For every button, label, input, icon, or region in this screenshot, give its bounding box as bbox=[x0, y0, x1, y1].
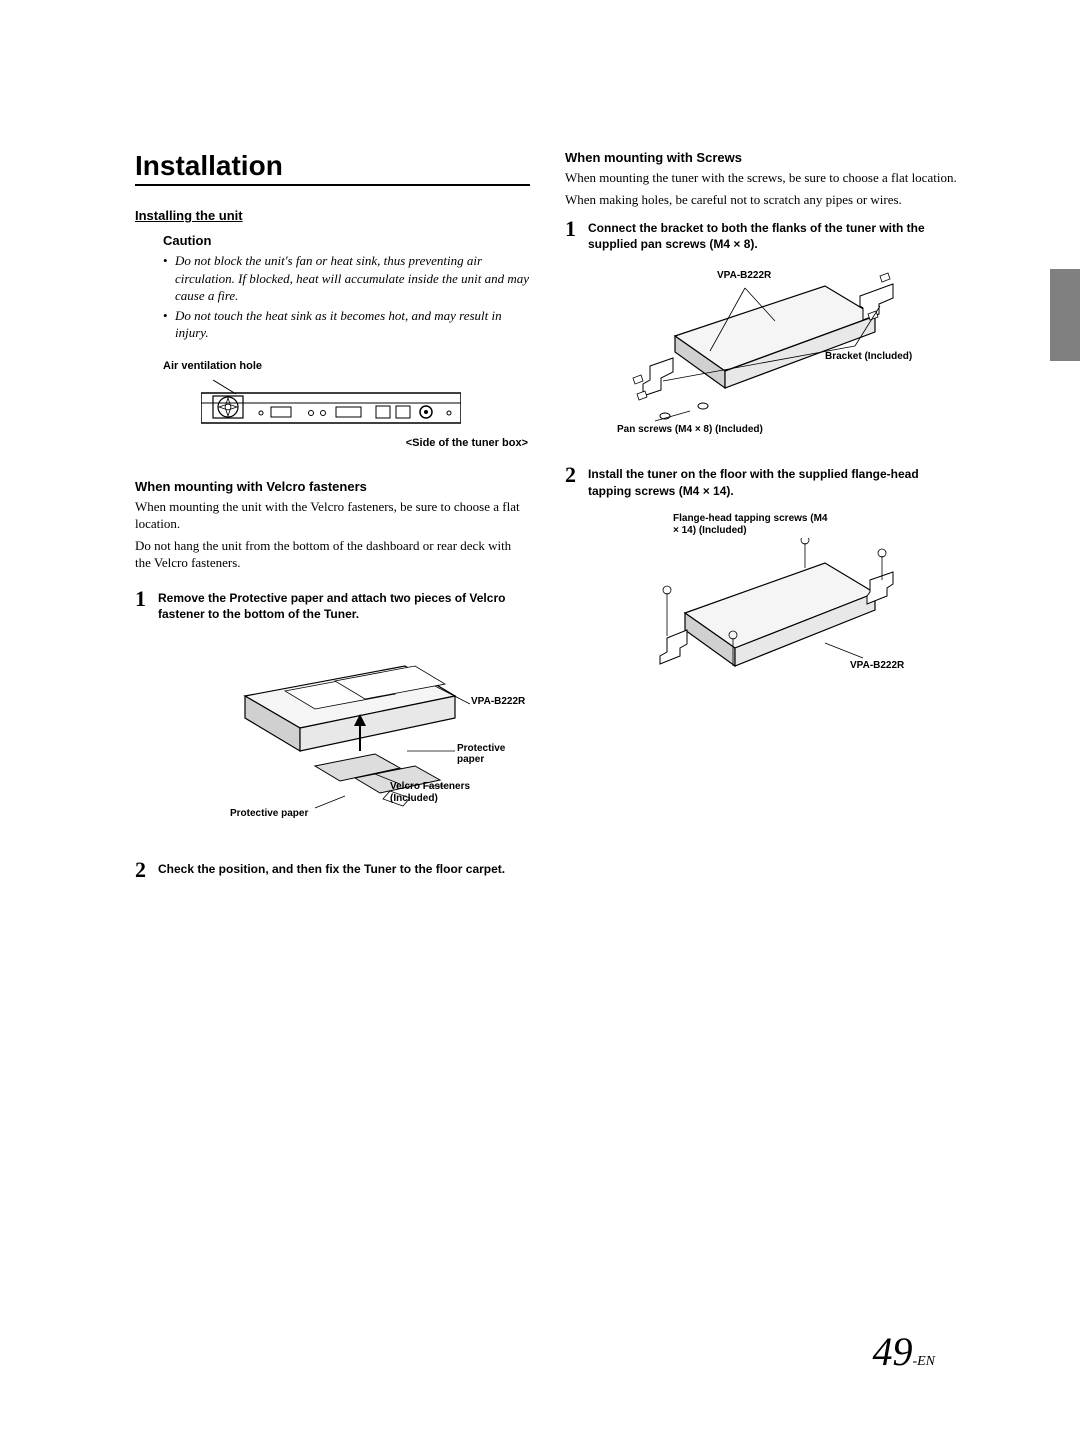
sub-heading: Installing the unit bbox=[135, 208, 530, 223]
step: 2 Check the position, and then fix the T… bbox=[135, 861, 530, 881]
tuner-side-svg bbox=[201, 378, 461, 428]
velcro-heading: When mounting with Velcro fasteners bbox=[135, 479, 530, 494]
screws-heading: When mounting with Screws bbox=[565, 150, 960, 165]
figure-label: VPA-B222R bbox=[717, 270, 771, 281]
air-vent-label: Air ventilation hole bbox=[163, 360, 530, 372]
figure-label: Pan screws (M4 × 8) (Included) bbox=[617, 424, 763, 435]
air-vent-section: Air ventilation hole bbox=[135, 360, 530, 449]
page-number: 49-EN bbox=[872, 1328, 935, 1375]
tuner-side-label: <Side of the tuner box> bbox=[201, 437, 530, 449]
figure-label: Protective paper bbox=[230, 808, 308, 819]
bracket-svg bbox=[595, 266, 915, 426]
step-number: 2 bbox=[565, 464, 576, 486]
step-text: Check the position, and then fix the Tun… bbox=[158, 861, 505, 877]
screws-body: When mounting the tuner with the screws,… bbox=[565, 169, 960, 187]
figure-label: VPA-B222R bbox=[850, 660, 904, 671]
page-number-suffix: -EN bbox=[912, 1354, 935, 1369]
step-text: Remove the Protective paper and attach t… bbox=[158, 590, 530, 622]
floor-svg bbox=[625, 538, 905, 703]
caution-label: Caution bbox=[163, 233, 530, 248]
bracket-figure: VPA-B222R Bracket (Included) Pan screws … bbox=[595, 266, 960, 446]
step-number: 1 bbox=[135, 588, 146, 610]
caution-item: Do not block the unit's fan or heat sink… bbox=[163, 252, 530, 305]
screws-body: When making holes, be careful not to scr… bbox=[565, 191, 960, 209]
page-number-big: 49 bbox=[872, 1329, 912, 1374]
step: 1 Connect the bracket to both the flanks… bbox=[565, 220, 960, 252]
left-column: Installation Installing the unit Caution… bbox=[135, 150, 530, 889]
figure-label: VPA-B222R bbox=[471, 696, 525, 707]
velcro-body: When mounting the unit with the Velcro f… bbox=[135, 498, 530, 533]
caution-list: Do not block the unit's fan or heat sink… bbox=[163, 252, 530, 342]
velcro-figure: VPA-B222R Protective paper Velcro Fasten… bbox=[195, 636, 530, 841]
velcro-body: Do not hang the unit from the bottom of … bbox=[135, 537, 530, 572]
step-number: 1 bbox=[565, 218, 576, 240]
figure-label: Bracket (Included) bbox=[825, 351, 912, 362]
tuner-side-figure: <Side of the tuner box> bbox=[163, 378, 530, 449]
caution-item: Do not touch the heat sink as it becomes… bbox=[163, 307, 530, 342]
figure-label: Velcro Fasteners (Included) bbox=[390, 781, 490, 805]
step-text: Connect the bracket to both the flanks o… bbox=[588, 220, 960, 252]
step: 1 Remove the Protective paper and attach… bbox=[135, 590, 530, 622]
figure-label: Protective paper bbox=[457, 743, 530, 765]
step: 2 Install the tuner on the floor with th… bbox=[565, 466, 960, 498]
step-text: Install the tuner on the floor with the … bbox=[588, 466, 960, 498]
right-column: When mounting with Screws When mounting … bbox=[565, 150, 960, 889]
caution-block: Caution Do not block the unit's fan or h… bbox=[135, 233, 530, 342]
step-number: 2 bbox=[135, 859, 146, 881]
figure-label: Flange-head tapping screws (M4 × 14) (In… bbox=[673, 513, 833, 537]
sidebar-marker bbox=[1050, 269, 1080, 361]
page-content: Installation Installing the unit Caution… bbox=[0, 0, 1080, 949]
main-heading: Installation bbox=[135, 150, 530, 186]
floor-figure: Flange-head tapping screws (M4 × 14) (In… bbox=[625, 513, 960, 703]
